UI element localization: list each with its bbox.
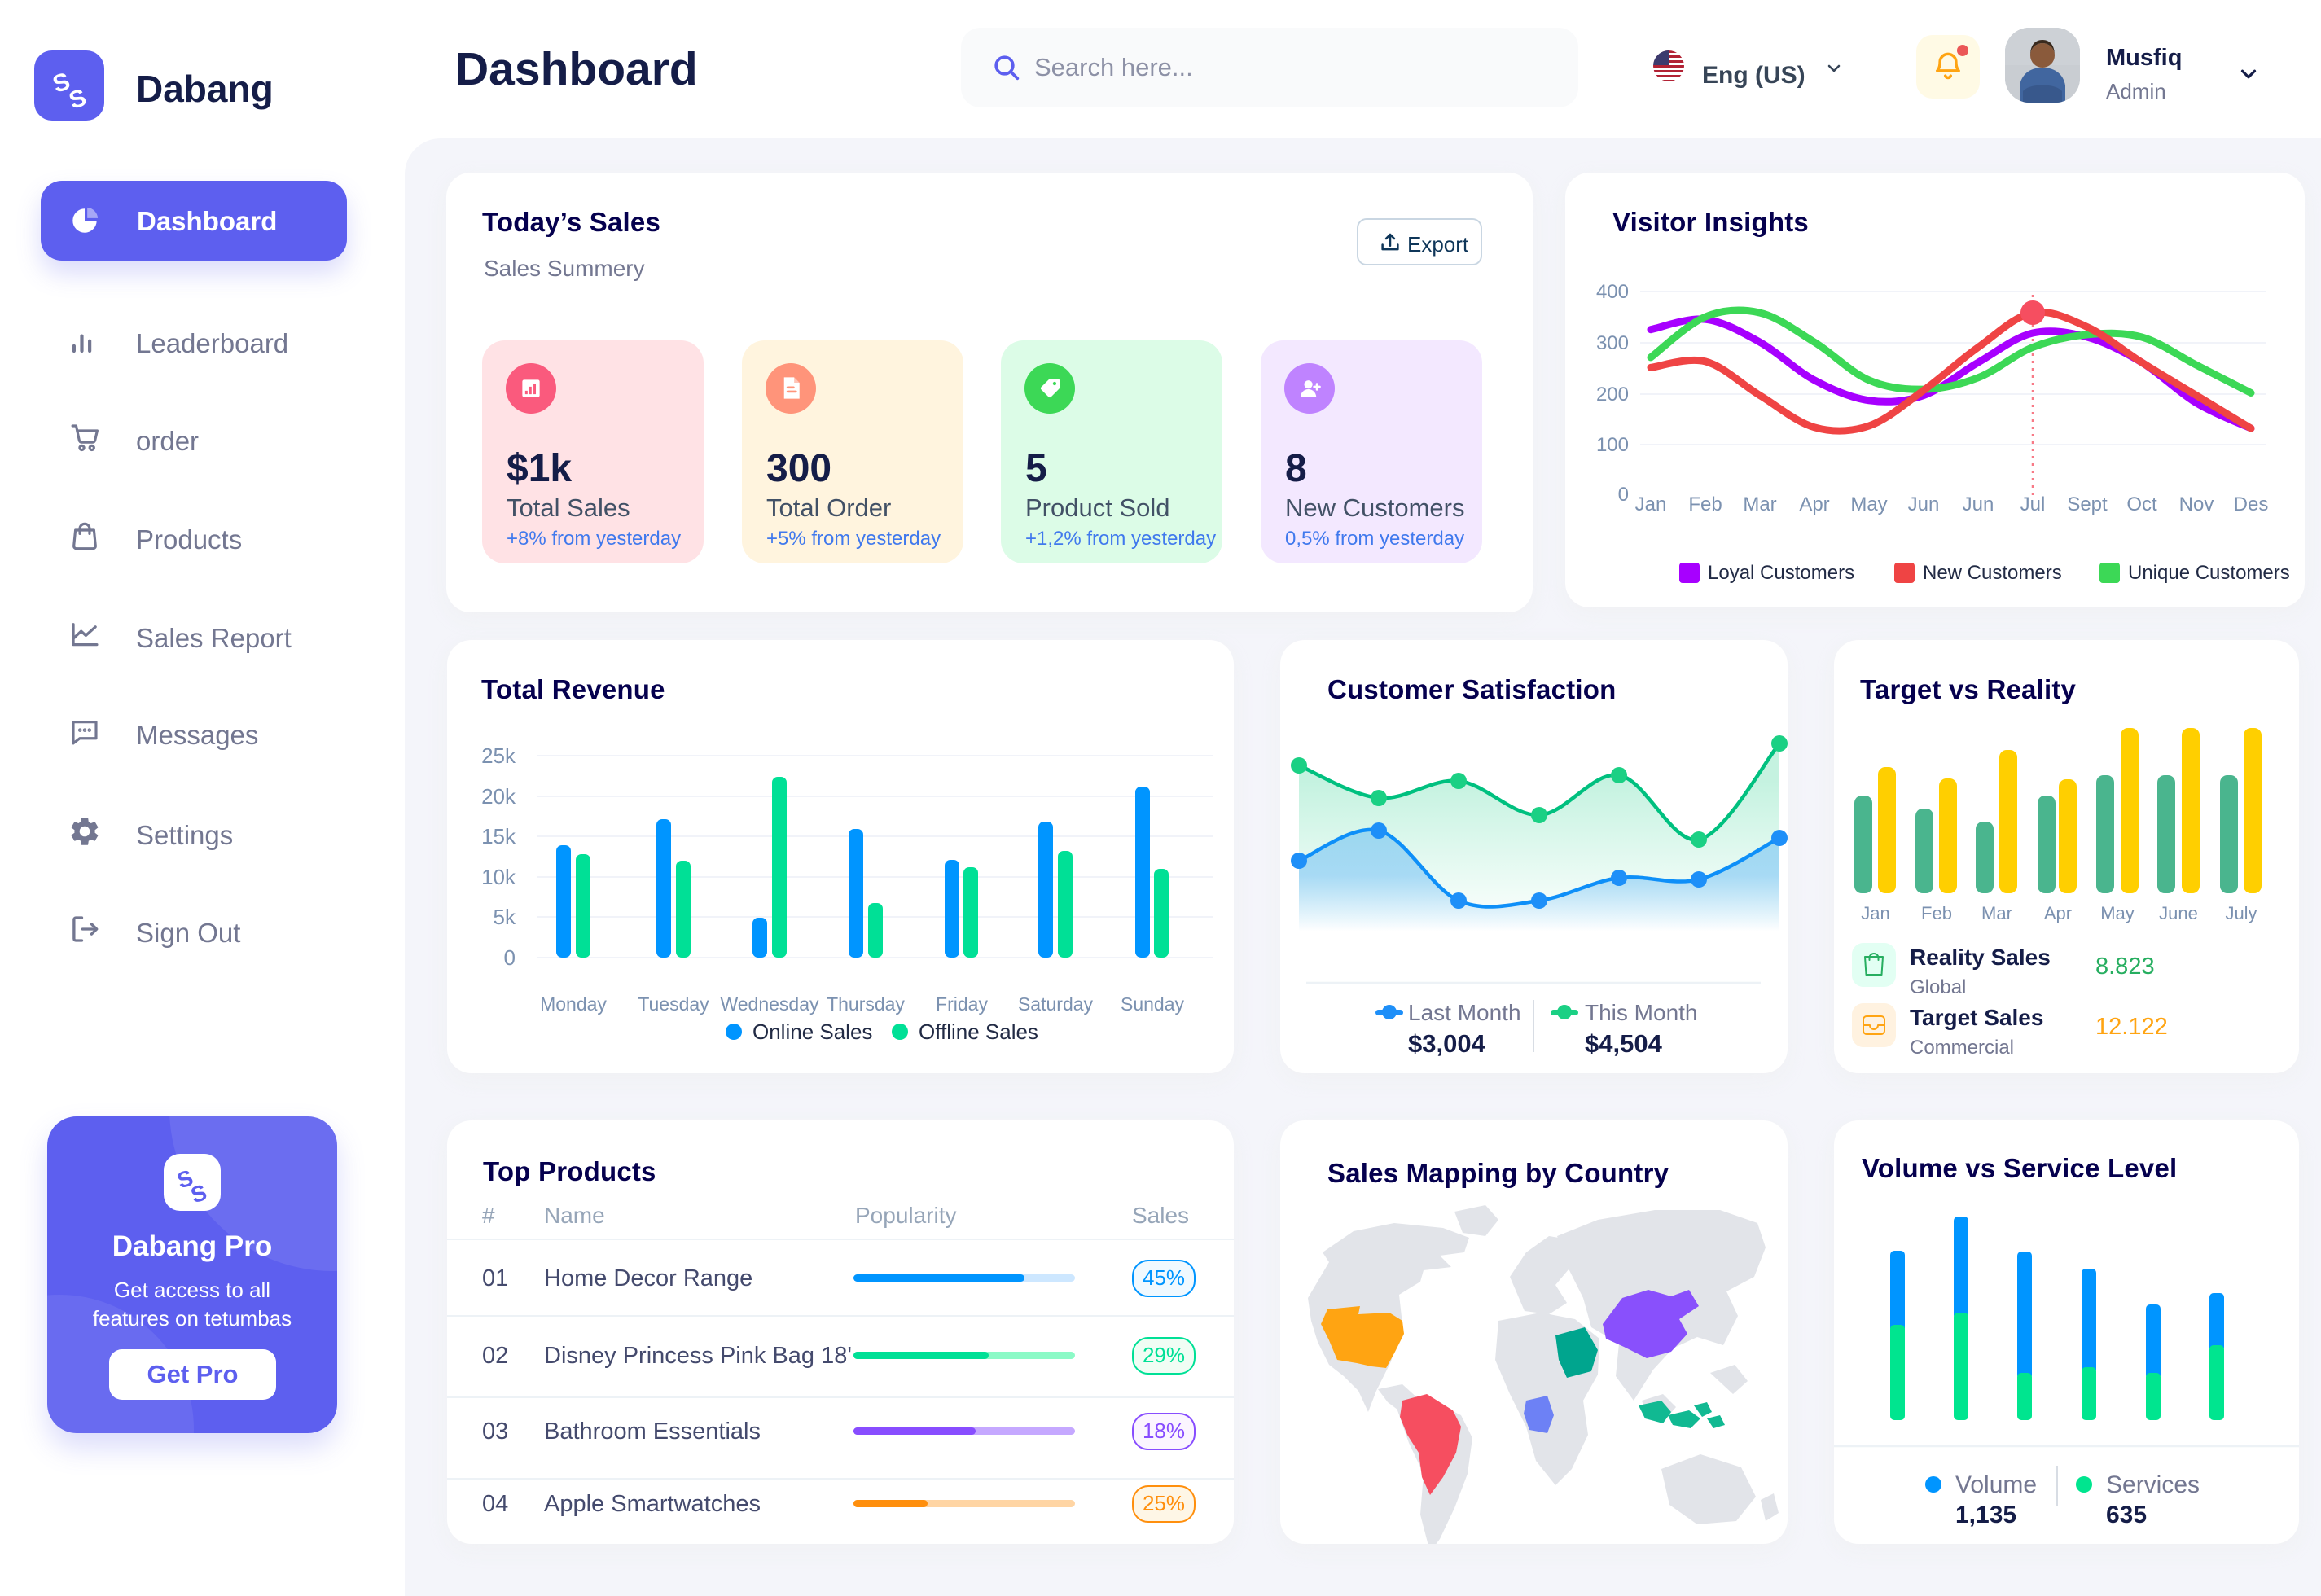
svg-text:18%: 18% xyxy=(1143,1418,1185,1443)
svg-text:#: # xyxy=(482,1203,495,1228)
svg-text:Sales: Sales xyxy=(1132,1203,1189,1228)
svg-text:Offline Sales: Offline Sales xyxy=(919,1019,1038,1044)
svg-text:Jun: Jun xyxy=(1908,493,1940,515)
svg-text:Disney Princess Pink Bag 18': Disney Princess Pink Bag 18' xyxy=(544,1343,852,1369)
svg-text:June: June xyxy=(2159,903,2198,923)
svg-text:Services: Services xyxy=(2106,1471,2200,1498)
svg-text:03: 03 xyxy=(482,1418,508,1445)
svg-text:Name: Name xyxy=(544,1203,605,1228)
svg-text:Feb: Feb xyxy=(1688,493,1722,515)
svg-text:Thursday: Thursday xyxy=(827,993,905,1015)
svg-text:100: 100 xyxy=(1596,434,1629,456)
svg-text:12.122: 12.122 xyxy=(2095,1014,2168,1040)
svg-text:Nov: Nov xyxy=(2179,493,2214,515)
svg-text:Des: Des xyxy=(2234,493,2269,515)
svg-text:Unique Customers: Unique Customers xyxy=(2128,562,2290,584)
svg-text:Oct: Oct xyxy=(2126,493,2157,515)
svg-text:04: 04 xyxy=(482,1491,508,1517)
svg-text:10k: 10k xyxy=(481,865,516,889)
svg-text:Saturday: Saturday xyxy=(1018,993,1094,1015)
svg-text:02: 02 xyxy=(482,1343,508,1369)
svg-text:Mar: Mar xyxy=(1981,903,2012,923)
svg-text:Monday: Monday xyxy=(540,993,607,1015)
svg-text:25k: 25k xyxy=(481,743,516,768)
svg-text:29%: 29% xyxy=(1143,1343,1185,1367)
svg-text:May: May xyxy=(2100,903,2135,923)
svg-text:Jan: Jan xyxy=(1635,493,1667,515)
svg-text:20k: 20k xyxy=(481,784,516,809)
svg-text:Home Decor Range: Home Decor Range xyxy=(544,1265,752,1291)
svg-text:15k: 15k xyxy=(481,824,516,848)
svg-text:New Customers: New Customers xyxy=(1923,562,2062,584)
svg-text:May: May xyxy=(1850,493,1887,515)
svg-text:Online Sales: Online Sales xyxy=(752,1019,872,1044)
svg-text:Reality Sales: Reality Sales xyxy=(1910,945,2051,970)
svg-text:$4,504: $4,504 xyxy=(1585,1029,1663,1058)
svg-text:5k: 5k xyxy=(494,905,516,929)
svg-text:Jan: Jan xyxy=(1861,903,1889,923)
svg-text:Sept: Sept xyxy=(2067,493,2108,515)
svg-text:S: S xyxy=(66,84,90,115)
svg-text:01: 01 xyxy=(482,1265,508,1291)
svg-text:Commercial: Commercial xyxy=(1910,1037,2014,1059)
svg-text:This Month: This Month xyxy=(1585,1000,1698,1025)
svg-text:1,135: 1,135 xyxy=(1955,1502,2016,1528)
svg-text:Apple Smartwatches: Apple Smartwatches xyxy=(544,1491,761,1517)
svg-text:Wednesday: Wednesday xyxy=(720,993,819,1015)
svg-text:635: 635 xyxy=(2106,1502,2147,1528)
svg-text:July: July xyxy=(2225,903,2257,923)
svg-text:45%: 45% xyxy=(1143,1265,1185,1290)
svg-text:Target Sales: Target Sales xyxy=(1910,1005,2043,1030)
svg-text:Volume: Volume xyxy=(1955,1471,2037,1498)
svg-text:0: 0 xyxy=(504,945,516,970)
svg-text:25%: 25% xyxy=(1143,1491,1185,1515)
svg-text:Friday: Friday xyxy=(936,993,988,1015)
svg-text:200: 200 xyxy=(1596,384,1629,406)
svg-text:Jun: Jun xyxy=(1963,493,1994,515)
svg-text:400: 400 xyxy=(1596,281,1629,303)
svg-text:Global: Global xyxy=(1910,976,1966,998)
svg-text:Loyal Customers: Loyal Customers xyxy=(1708,562,1854,584)
svg-text:Jul: Jul xyxy=(2020,493,2046,515)
svg-text:Mar: Mar xyxy=(1743,493,1776,515)
svg-text:Last Month: Last Month xyxy=(1408,1000,1521,1025)
svg-text:Tuesday: Tuesday xyxy=(638,993,709,1015)
svg-text:S: S xyxy=(187,1179,209,1208)
svg-text:$3,004: $3,004 xyxy=(1408,1029,1486,1058)
svg-text:Popularity: Popularity xyxy=(855,1203,957,1228)
svg-text:Apr: Apr xyxy=(1799,493,1829,515)
svg-text:Apr: Apr xyxy=(2044,903,2072,923)
svg-text:Feb: Feb xyxy=(1921,903,1952,923)
svg-text:300: 300 xyxy=(1596,332,1629,354)
svg-text:0: 0 xyxy=(1618,484,1629,506)
svg-text:Sunday: Sunday xyxy=(1121,993,1185,1015)
svg-text:Bathroom Essentials: Bathroom Essentials xyxy=(544,1418,761,1445)
svg-text:8.823: 8.823 xyxy=(2095,954,2155,980)
